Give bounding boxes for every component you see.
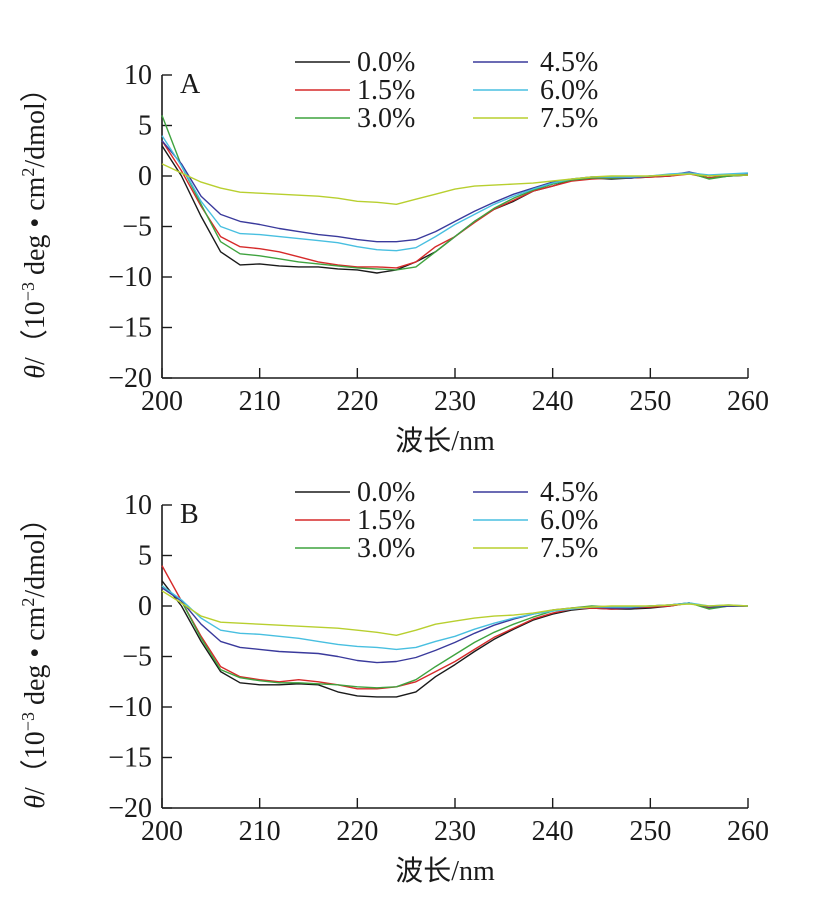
x-tick-label: 200 — [141, 386, 183, 417]
y-tick-label: −10 — [108, 262, 152, 293]
y-tick-label: 0 — [138, 591, 152, 622]
x-tick-label: 230 — [434, 816, 476, 847]
y-tick-label: −5 — [122, 212, 152, 243]
x-tick-label: 200 — [141, 816, 183, 847]
x-axis-label: 波长/nm — [395, 425, 495, 457]
series-line-15 — [161, 140, 749, 269]
x-tick-label: 260 — [727, 816, 769, 847]
x-tick-label: 210 — [239, 816, 281, 847]
legend-label: 4.5% — [540, 47, 598, 78]
panel-label: B — [180, 499, 199, 530]
y-tick-label: 0 — [138, 161, 152, 192]
y-axis-label-part: /dmol） — [19, 74, 51, 167]
x-axis-label: 波长/nm — [395, 855, 495, 887]
x-tick-label: 250 — [629, 386, 671, 417]
panel-label: A — [180, 69, 201, 100]
series-line-75 — [161, 590, 749, 636]
series-line-15 — [161, 565, 748, 690]
x-tick-label: 220 — [336, 816, 378, 847]
y-axis-label-superscript: 2 — [18, 598, 38, 607]
y-tick-label: 10 — [124, 490, 152, 521]
series-line-45 — [161, 587, 748, 664]
legend-label: 3.0% — [357, 533, 415, 564]
y-axis-label-exponent: −3 — [18, 282, 38, 301]
legend-label: 4.5% — [540, 477, 598, 508]
legend-label: 3.0% — [357, 103, 415, 134]
y-axis-label-part: /（10 — [19, 731, 51, 795]
y-tick-label: −20 — [108, 363, 152, 394]
y-axis-label-theta: θ — [20, 365, 51, 379]
y-tick-label: −5 — [122, 642, 152, 673]
x-tick-label: 240 — [532, 816, 574, 847]
y-axis-label-part: /（10 — [19, 301, 51, 365]
y-tick-label: −20 — [108, 793, 152, 824]
y-tick-label: −15 — [108, 743, 152, 774]
legend-label: 0.0% — [357, 47, 415, 78]
y-axis-label-part: deg • cm — [20, 176, 51, 282]
y-axis-label-exponent: −3 — [18, 712, 38, 731]
series-line-45 — [161, 140, 749, 243]
x-tick-label: 230 — [434, 386, 476, 417]
y-tick-label: 10 — [124, 60, 152, 91]
legend-label: 1.5% — [357, 505, 415, 536]
y-tick-label: 5 — [138, 541, 152, 572]
series-line-60 — [161, 585, 749, 651]
x-tick-label: 210 — [239, 386, 281, 417]
y-axis-label-part: deg • cm — [20, 606, 51, 712]
legend-label: 0.0% — [357, 477, 415, 508]
y-tick-label: −10 — [108, 692, 152, 723]
series-line-75 — [161, 163, 748, 206]
x-tick-label: 220 — [336, 386, 378, 417]
y-axis-label: θ/（10−3 deg • cm2/dmol） — [18, 74, 51, 378]
legend-label: 6.0% — [540, 505, 598, 536]
y-axis-label-part: /dmol） — [19, 504, 51, 597]
legend-label: 1.5% — [357, 75, 415, 106]
legend-label: 6.0% — [540, 75, 598, 106]
legend-label: 7.5% — [540, 103, 598, 134]
y-axis-label-superscript: 2 — [18, 168, 38, 177]
y-axis-label-theta: θ — [20, 795, 51, 809]
series-line-00 — [161, 145, 749, 274]
x-tick-label: 240 — [532, 386, 574, 417]
x-tick-label: 250 — [629, 816, 671, 847]
y-tick-label: −15 — [108, 313, 152, 344]
y-tick-label: 5 — [138, 111, 152, 142]
x-tick-label: 260 — [727, 386, 769, 417]
y-axis-label: θ/（10−3 deg • cm2/dmol） — [18, 504, 51, 808]
series-line-00 — [161, 580, 748, 698]
legend-label: 7.5% — [540, 533, 598, 564]
